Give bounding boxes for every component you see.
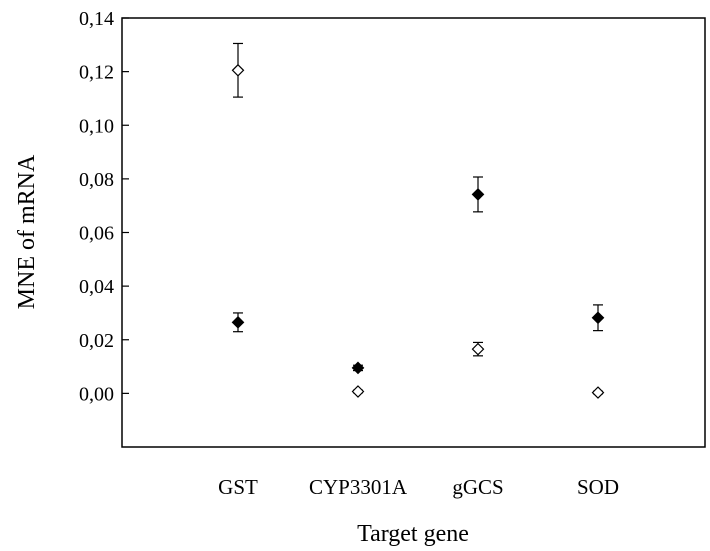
y-tick-label: 0,14 — [79, 8, 114, 30]
y-tick-label: 0,00 — [79, 383, 114, 405]
data-point — [471, 188, 485, 201]
y-tick-label: 0,04 — [79, 276, 114, 298]
y-tick-label: 0,10 — [79, 115, 114, 137]
y-tick-label: 0,08 — [79, 169, 114, 191]
data-point — [231, 315, 245, 329]
y-tick-label: 0,02 — [79, 330, 114, 352]
series-2 — [231, 42, 605, 399]
x-category-label: CYP3301A — [309, 475, 408, 499]
plot-frame — [121, 17, 706, 448]
y-axis-title: MNE of mRNA — [14, 154, 40, 309]
x-axis-title: Target gene — [357, 521, 469, 547]
y-axis-ticks: 0,00 0,02 0,04 0,06 0,08 0,10 0,12 0,14 — [79, 8, 129, 405]
data-point — [351, 385, 365, 398]
data-point — [591, 311, 605, 325]
x-category-label: GST — [218, 475, 258, 499]
y-tick-label: 0,12 — [79, 62, 114, 84]
data-point — [471, 342, 485, 356]
x-category-label: SOD — [577, 475, 619, 499]
x-category-label: gGCS — [452, 475, 503, 499]
data-point — [591, 386, 605, 399]
data-series — [231, 42, 605, 399]
x-axis-category-labels: GST CYP3301A gGCS SOD — [218, 475, 619, 499]
data-point — [351, 361, 365, 375]
series-1 — [231, 176, 605, 375]
y-tick-label: 0,06 — [79, 223, 114, 245]
data-point — [231, 63, 245, 77]
